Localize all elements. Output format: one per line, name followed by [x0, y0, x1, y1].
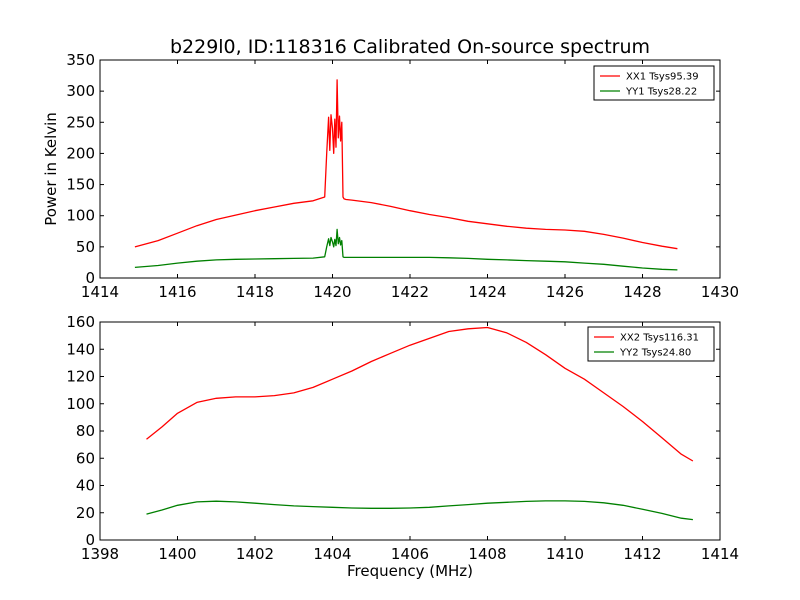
x-tick-label: 1406	[391, 545, 429, 563]
chart-title: b229l0, ID:118316 Calibrated On-source s…	[170, 36, 650, 58]
y-tick-label: 200	[66, 144, 95, 162]
y-tick-label: 0	[85, 269, 95, 287]
x-tick-label: 1426	[546, 283, 584, 301]
y-tick-label: 50	[76, 238, 95, 256]
x-tick-label: 1422	[391, 283, 429, 301]
x-tick-label: 1414	[81, 283, 119, 301]
x-tick-label: 1408	[468, 545, 506, 563]
legend-1: XX1 Tsys95.39 YY1 Tsys28.22	[593, 65, 715, 101]
y-tick-label: 160	[66, 313, 95, 331]
series-line-1-2	[134, 228, 678, 271]
x-tick-label: 1418	[236, 283, 274, 301]
y-tick-label: 40	[76, 477, 95, 495]
legend-box	[593, 65, 715, 101]
y-axis-label: Power in Kelvin	[42, 112, 60, 226]
legend-entry: XX1 Tsys95.39	[626, 72, 699, 83]
y-tick-label: 350	[66, 51, 95, 69]
x-tick-label: 1428	[623, 283, 661, 301]
x-tick-label: 1420	[313, 283, 351, 301]
y-tick-label: 250	[66, 113, 95, 131]
y-tick-label: 80	[76, 422, 95, 440]
x-tick-label: 1398	[81, 545, 119, 563]
y-tick-label: 140	[66, 340, 95, 358]
series-line-2-2	[146, 500, 693, 521]
y-tick-label: 0	[85, 531, 95, 549]
series-line-1-1	[134, 79, 678, 250]
x-tick-label: 1424	[468, 283, 506, 301]
y-tick-label: 20	[76, 504, 95, 522]
legend-2: XX2 Tsys116.31 YY2 Tsys24.80	[587, 326, 715, 362]
y-tick-label: 60	[76, 449, 95, 467]
x-tick-label: 1404	[313, 545, 351, 563]
x-tick-label: 1416	[158, 283, 196, 301]
x-tick-label: 1400	[158, 545, 196, 563]
x-tick-label: 1412	[623, 545, 661, 563]
x-axis-label: Frequency (MHz)	[347, 562, 473, 580]
spectrum-panel-1: 1414 1416 1418 1420 1422 1424 1426 1428 1430 0 50 1…	[66, 51, 739, 301]
x-tick-label: 1414	[701, 545, 739, 563]
legend-box	[587, 326, 715, 362]
x-tick-label: 1410	[546, 545, 584, 563]
legend-entry: YY1 Tsys28.22	[625, 87, 697, 98]
y-tick-label: 150	[66, 176, 95, 194]
x-tick-label: 1402	[236, 545, 274, 563]
series-line-2-1	[146, 326, 694, 462]
legend-entry: XX2 Tsys116.31	[620, 333, 699, 344]
spectrum-panel-2: 1398 1400 1402 1404 1406 1408 1410 1412 1414 0 20 4…	[66, 313, 739, 563]
y-tick-label: 100	[66, 207, 95, 225]
legend-entry: YY2 Tsys24.80	[619, 348, 691, 359]
x-tick-label: 1430	[701, 283, 739, 301]
y-tick-label: 120	[66, 368, 95, 386]
y-tick-label: 300	[66, 82, 95, 100]
y-tick-label: 100	[66, 395, 95, 413]
